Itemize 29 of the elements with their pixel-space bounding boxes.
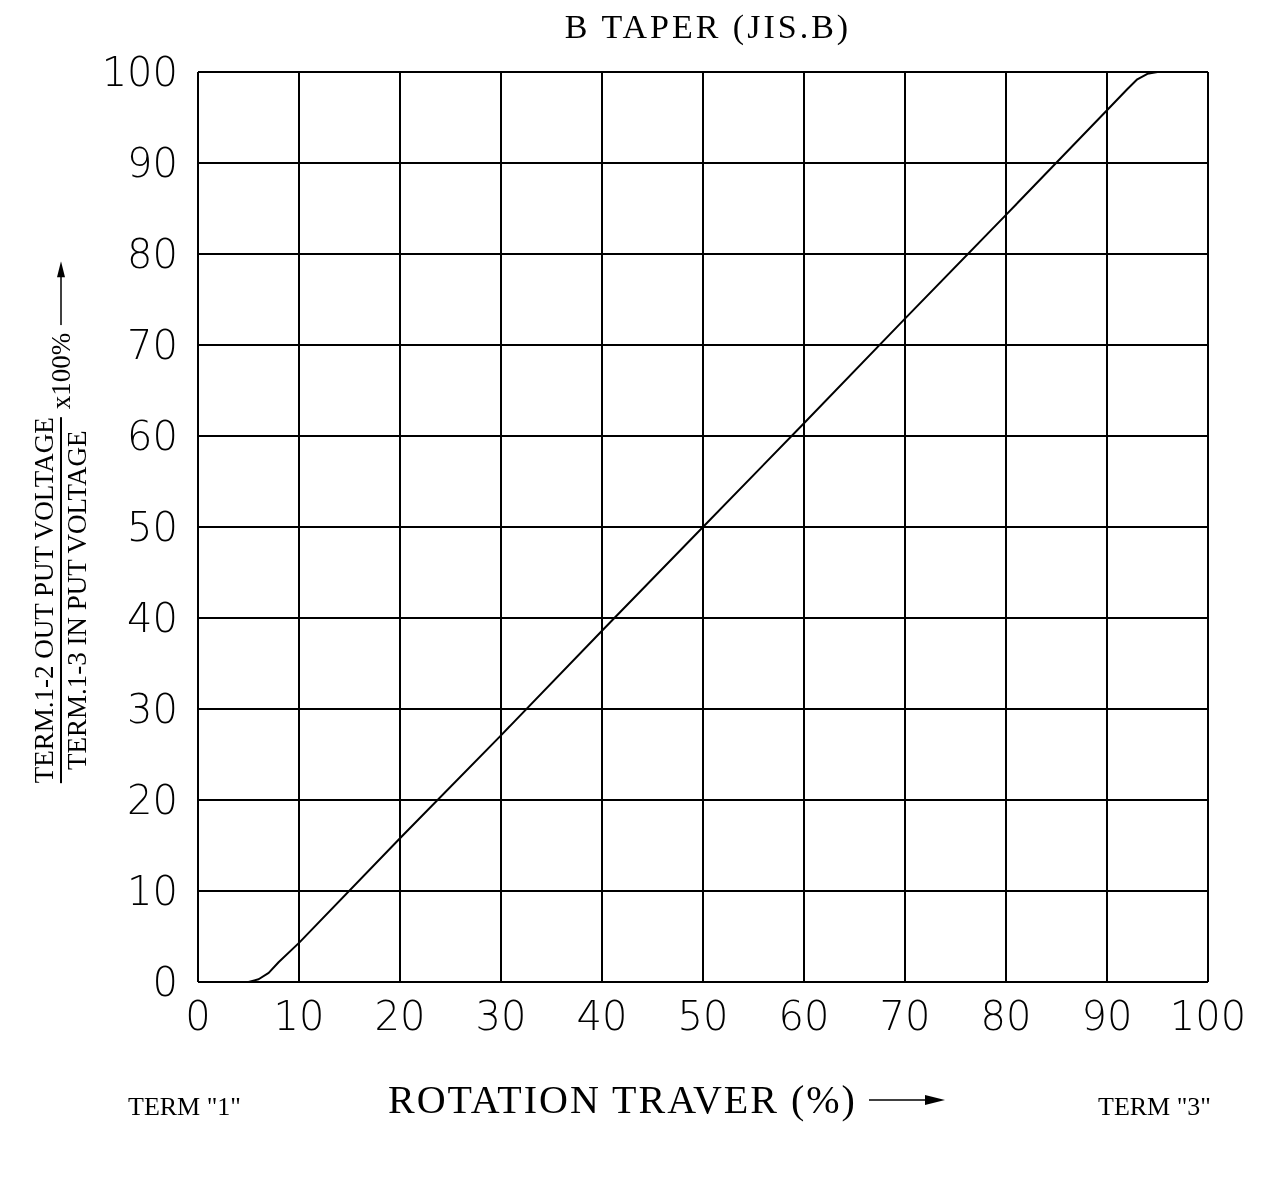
x-tick-label: 90	[1081, 993, 1133, 1040]
x-tick-label: 0	[185, 993, 211, 1040]
x-tick-label: 40	[576, 993, 628, 1040]
text: x100%	[45, 332, 77, 410]
y-tick-label: 0	[152, 959, 178, 1006]
x-axis-title: ROTATION TRAVER (%)	[388, 1076, 857, 1123]
x-tick-label: 100	[1169, 993, 1247, 1040]
y-axis-title: TERM.1-2 OUT PUT VOLTAGE	[29, 417, 62, 784]
x-tick-label: 50	[677, 993, 729, 1040]
y-tick-label: 10	[127, 868, 178, 915]
x-tick-label: 10	[273, 993, 325, 1040]
x-tick-label: 20	[374, 993, 426, 1040]
y-tick-label: 80	[127, 231, 178, 278]
text: TERM "3"	[1098, 1092, 1211, 1122]
y-tick-label: 40	[127, 595, 178, 642]
y-tick-label: 90	[127, 140, 178, 187]
y-tick-label: 100	[101, 49, 178, 96]
x-tick-label: 60	[778, 993, 830, 1040]
y-tick-label: 60	[127, 413, 178, 460]
text: TERM "1"	[128, 1092, 241, 1122]
x-tick-label: 30	[475, 993, 527, 1040]
y-tick-label: 30	[127, 686, 178, 733]
y-tick-label: 20	[127, 777, 178, 824]
y-tick-label: 70	[127, 322, 178, 369]
y-tick-label: 50	[127, 504, 178, 551]
x-tick-label: 80	[980, 993, 1032, 1040]
x-tick-label: 70	[879, 993, 931, 1040]
text: TERM.1-3 IN PUT VOLTAGE	[62, 430, 93, 770]
chart-title: B TAPER (JIS.B)	[564, 8, 852, 45]
